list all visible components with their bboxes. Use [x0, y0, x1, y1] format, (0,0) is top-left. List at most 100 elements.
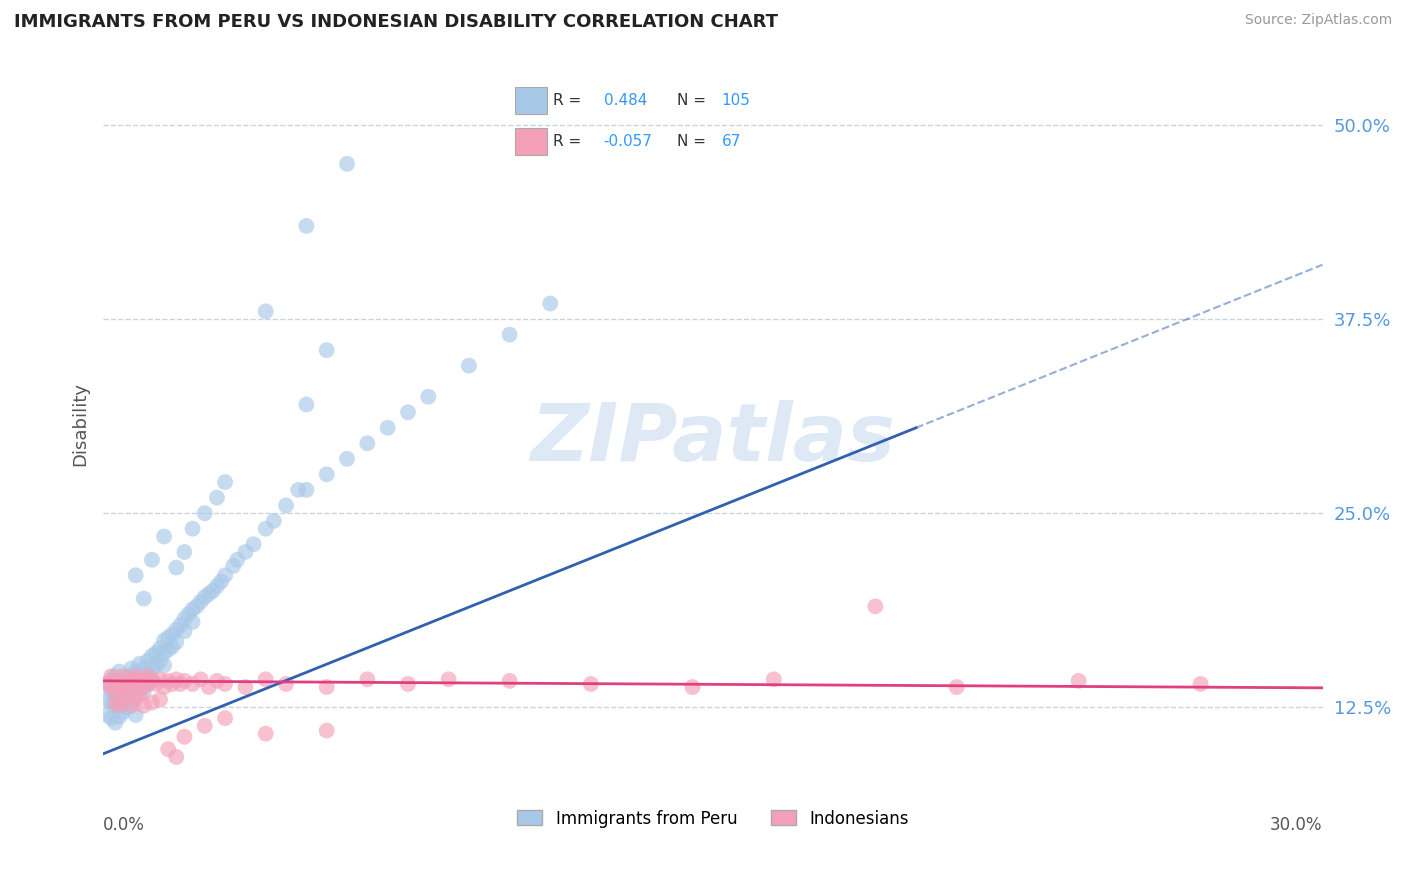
Point: [112, 696, 135, 710]
Point: [356, 436, 378, 450]
Point: [190, 673, 212, 687]
Point: [117, 700, 139, 714]
Text: N =: N =: [678, 135, 706, 149]
Point: [112, 677, 135, 691]
Point: [108, 665, 131, 679]
Point: [112, 684, 135, 698]
Point: [169, 618, 191, 632]
Point: [254, 304, 277, 318]
Point: [153, 646, 176, 660]
Point: [141, 673, 163, 688]
Point: [214, 568, 236, 582]
Point: [100, 696, 122, 710]
Point: [132, 673, 155, 687]
Point: [136, 666, 159, 681]
Point: [173, 612, 195, 626]
Point: [214, 711, 236, 725]
Point: [336, 451, 359, 466]
Point: [145, 658, 167, 673]
Text: IMMIGRANTS FROM PERU VS INDONESIAN DISABILITY CORRELATION CHART: IMMIGRANTS FROM PERU VS INDONESIAN DISAB…: [14, 13, 778, 31]
Point: [682, 680, 704, 694]
Point: [108, 698, 131, 713]
Point: [112, 673, 135, 687]
Point: [132, 684, 155, 698]
Point: [149, 654, 172, 668]
Point: [190, 595, 212, 609]
Point: [226, 553, 249, 567]
Point: [295, 483, 318, 497]
Point: [136, 669, 159, 683]
Point: [132, 680, 155, 694]
Point: [181, 677, 204, 691]
Point: [117, 688, 139, 702]
Point: [128, 688, 150, 702]
Point: [96, 692, 118, 706]
Point: [104, 715, 127, 730]
Point: [149, 641, 172, 656]
Point: [121, 673, 143, 688]
Point: [121, 696, 143, 710]
Point: [157, 673, 180, 688]
Point: [100, 669, 122, 683]
Point: [186, 599, 208, 614]
Point: [377, 421, 399, 435]
Point: [254, 673, 277, 687]
Point: [104, 669, 127, 683]
Point: [498, 327, 520, 342]
Point: [96, 677, 118, 691]
Point: [117, 692, 139, 706]
Point: [124, 677, 146, 691]
Point: [136, 654, 159, 668]
Point: [141, 673, 163, 687]
Point: [145, 646, 167, 660]
Point: [762, 673, 785, 687]
Point: [153, 633, 176, 648]
Point: [128, 673, 150, 688]
Point: [336, 157, 359, 171]
Point: [117, 680, 139, 694]
Point: [295, 397, 318, 411]
Point: [136, 677, 159, 691]
Point: [153, 658, 176, 673]
Point: [579, 677, 602, 691]
Point: [100, 684, 122, 698]
Point: [121, 698, 143, 713]
Point: [100, 711, 122, 725]
Point: [165, 750, 187, 764]
Point: [181, 522, 204, 536]
Point: [104, 680, 127, 694]
Point: [205, 579, 228, 593]
Point: [315, 723, 337, 738]
Point: [141, 648, 163, 663]
Point: [132, 661, 155, 675]
Point: [538, 296, 561, 310]
Point: [945, 680, 967, 694]
Point: [222, 558, 245, 573]
Point: [194, 590, 217, 604]
Point: [104, 690, 127, 704]
Point: [315, 680, 337, 694]
Text: R =: R =: [554, 94, 582, 108]
Point: [124, 692, 146, 706]
Point: [128, 680, 150, 694]
Point: [169, 677, 191, 691]
Point: [201, 583, 224, 598]
Point: [153, 529, 176, 543]
Text: Source: ZipAtlas.com: Source: ZipAtlas.com: [1244, 13, 1392, 28]
Point: [194, 506, 217, 520]
Text: 30.0%: 30.0%: [1270, 816, 1323, 834]
Point: [315, 467, 337, 482]
Point: [96, 708, 118, 723]
Point: [165, 673, 187, 687]
Point: [100, 673, 122, 687]
Point: [418, 390, 440, 404]
Point: [108, 677, 131, 691]
Point: [104, 673, 127, 688]
Point: [214, 677, 236, 691]
Point: [112, 692, 135, 706]
Point: [108, 677, 131, 691]
Point: [153, 680, 176, 694]
Point: [145, 677, 167, 691]
Point: [96, 677, 118, 691]
Point: [141, 553, 163, 567]
